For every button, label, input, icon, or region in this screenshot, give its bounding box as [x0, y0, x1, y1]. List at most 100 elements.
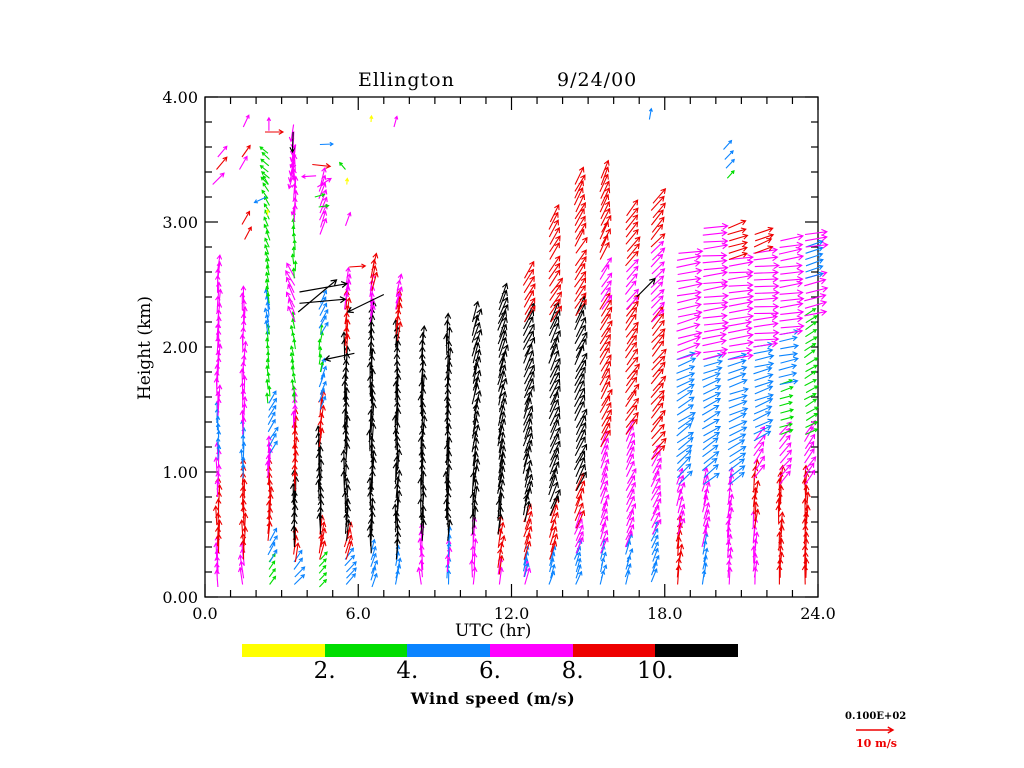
- wind-speed-colorbar: [242, 644, 739, 657]
- wind-arrow: [265, 129, 285, 135]
- colorbar-boundary-label: 2.: [313, 658, 336, 684]
- wind-arrow-column-segment: [624, 532, 634, 585]
- wind-arrow-column-segment: [574, 472, 586, 529]
- wind-arrow: [648, 107, 653, 120]
- reference-scale-value: 0.100E+02: [845, 711, 907, 722]
- wind-arrow-column-segment: [624, 258, 640, 310]
- wind-arrow-column-segment: [702, 222, 729, 361]
- wind-arrow: [241, 144, 251, 158]
- wind-arrow-column-segment: [292, 526, 301, 563]
- wind-arrow: [217, 145, 228, 158]
- wind-arrow: [393, 115, 399, 128]
- wind-arrow-column-segment: [444, 538, 453, 573]
- wind-arrow: [312, 163, 332, 169]
- wind-arrow-column-segment: [446, 525, 453, 558]
- scattered-wind-arrows: [212, 107, 735, 269]
- wind-arrow-column-segment: [267, 527, 278, 563]
- wind-arrow: [339, 161, 346, 170]
- wind-arrow-column-segment: [318, 551, 328, 588]
- wind-arrow-column-segment: [599, 159, 612, 260]
- outlier-arrow: [299, 296, 347, 304]
- wind-arrow-column-segment: [650, 240, 666, 323]
- wind-arrow: [253, 196, 267, 204]
- wind-arrow-column-segment: [522, 260, 536, 323]
- wind-arrow-column-segment: [599, 430, 610, 554]
- reference-arrow-icon: [856, 726, 895, 734]
- wind-arrow-column-segment: [753, 341, 775, 442]
- colorbar-segment: [490, 644, 573, 657]
- outlier-arrow: [346, 293, 385, 314]
- wind-arrow-column-segment: [391, 318, 403, 560]
- colorbar-boundary-label: 4.: [396, 658, 419, 684]
- wind-arrow-column-segment: [727, 219, 749, 261]
- wind-arrow-column-segment: [523, 559, 532, 585]
- wind-arrow-column-segment: [548, 204, 561, 260]
- wind-arrow: [369, 114, 374, 123]
- axis-ticks: [204, 96, 819, 598]
- wind-arrow: [241, 210, 251, 225]
- wind-arrow-column-segment: [675, 514, 685, 585]
- x-tick-label: 12.0: [493, 604, 530, 623]
- wind-arrow-column-segment: [676, 351, 697, 485]
- y-tick-label: 1.00: [162, 463, 198, 482]
- wind-arrow-column-segment: [753, 425, 766, 479]
- wind-arrow-column-segment: [344, 547, 357, 585]
- wind-arrow-column-segment: [599, 292, 613, 448]
- wind-arrow-column-segment: [318, 166, 328, 235]
- outlier-arrow: [297, 279, 338, 313]
- outlier-wind-arrows: [297, 277, 656, 362]
- wind-arrow-column-segment: [701, 352, 724, 485]
- wind-arrow-column-segment: [548, 545, 557, 585]
- wind-arrow-column-segment: [395, 273, 404, 310]
- y-tick-label: 3.00: [162, 213, 198, 232]
- wind-arrow: [239, 155, 248, 170]
- wind-arrow: [319, 141, 334, 147]
- wind-arrow: [725, 158, 735, 169]
- wind-arrow: [300, 174, 317, 179]
- wind-arrow-column-segment: [775, 464, 786, 585]
- wind-arrow-column-segment: [753, 246, 780, 348]
- chart-title-site: Ellington: [358, 69, 455, 91]
- wind-arrow-column-segment: [259, 146, 270, 185]
- wind-arrow-column-segment: [725, 466, 735, 585]
- wind-arrow: [290, 203, 297, 216]
- outlier-arrow: [636, 277, 656, 298]
- wind-arrow-column-segment: [416, 522, 425, 585]
- wind-arrow-column-segment: [469, 300, 483, 535]
- colorbar-segment: [324, 644, 408, 657]
- x-tick-label: 18.0: [646, 604, 683, 623]
- colorbar-segment: [407, 644, 491, 657]
- wind-arrow-column-segment: [727, 254, 755, 361]
- wind-arrow-column-segment: [315, 425, 325, 535]
- wind-arrow-column-segment: [650, 306, 667, 460]
- wind-vector-field: [212, 124, 829, 588]
- colorbar-boundary-label: 10.: [637, 658, 674, 684]
- wind-arrow-column-segment: [265, 435, 273, 479]
- wind-arrow-column-segment: [751, 458, 761, 529]
- wind-arrow-column-segment: [803, 419, 817, 485]
- wind-arrow-column-segment: [778, 329, 800, 386]
- colorbar-segment: [655, 644, 739, 657]
- wind-arrow: [726, 169, 735, 179]
- wind-arrow-column-segment: [469, 516, 479, 585]
- wind-arrow-column-segment: [442, 312, 454, 541]
- wind-arrow-column-segment: [261, 175, 271, 304]
- wind-arrow-column-segment: [289, 311, 297, 404]
- wind-arrow-column-segment: [291, 408, 300, 491]
- wind-arrow: [242, 114, 250, 128]
- wind-arrow-column-segment: [625, 293, 640, 435]
- y-tick-label: 0.00: [162, 588, 198, 607]
- wind-arrow-column-segment: [650, 188, 667, 248]
- outlier-arrow: [323, 352, 355, 362]
- wind-arrow: [244, 226, 252, 240]
- wind-arrow-column-segment: [523, 503, 533, 560]
- wind-arrow-column-segment: [293, 549, 306, 585]
- wind-arrow-column-segment: [370, 252, 379, 291]
- wind-arrow-column-segment: [548, 497, 560, 560]
- wind-arrow-column-segment: [779, 379, 795, 436]
- wind-arrow: [289, 131, 296, 154]
- wind-arrow-column-segment: [803, 308, 819, 436]
- wind-arrow-column-segment: [495, 282, 509, 535]
- wind-arrow-column-segment: [625, 199, 641, 267]
- colorbar-boundary-label: 8.: [561, 658, 584, 684]
